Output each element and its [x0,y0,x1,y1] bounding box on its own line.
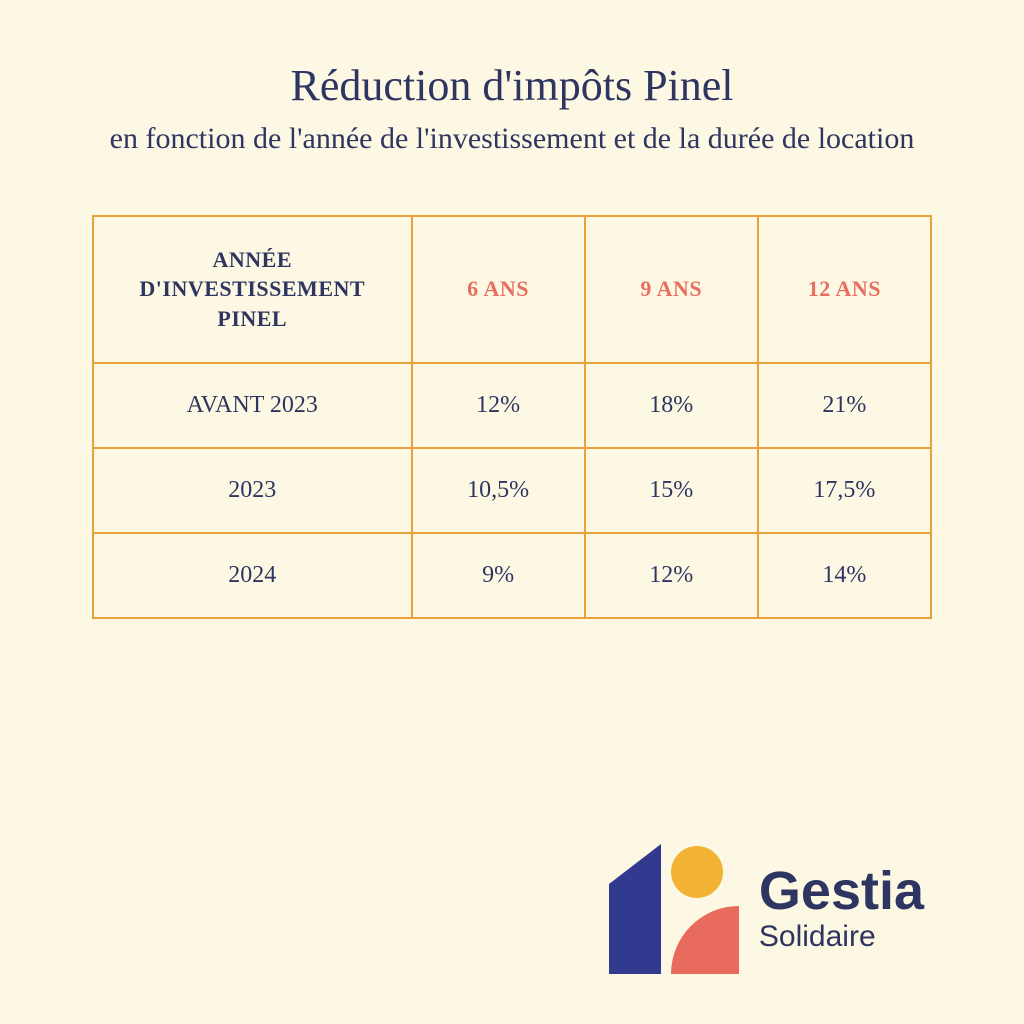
row-label: AVANT 2023 [93,363,412,448]
brand-logo: Gestia Solidaire [609,844,954,984]
table-row: AVANT 2023 12% 18% 21% [93,363,931,448]
header-duration-9: 9 ANS [585,216,758,363]
pinel-table: ANNÉE D'INVESTISSEMENT PINEL 6 ANS 9 ANS… [92,215,932,619]
row-label: 2023 [93,448,412,533]
header-duration-6: 6 ANS [412,216,585,363]
page-subtitle: en fonction de l'année de l'investisseme… [110,119,915,160]
table-row: 2023 10,5% 15% 17,5% [93,448,931,533]
cell-value: 15% [585,448,758,533]
brand-tagline: Solidaire [759,920,924,954]
cell-value: 18% [585,363,758,448]
brand-logo-text: Gestia Solidaire [759,864,924,954]
cell-value: 17,5% [758,448,931,533]
cell-value: 12% [412,363,585,448]
row-label: 2024 [93,533,412,618]
page-title: Réduction d'impôts Pinel [290,60,733,111]
pinel-table-container: ANNÉE D'INVESTISSEMENT PINEL 6 ANS 9 ANS… [92,215,932,619]
table-header-row: ANNÉE D'INVESTISSEMENT PINEL 6 ANS 9 ANS… [93,216,931,363]
header-duration-12: 12 ANS [758,216,931,363]
header-investment-year: ANNÉE D'INVESTISSEMENT PINEL [93,216,412,363]
brand-name: Gestia [759,864,924,918]
cell-value: 12% [585,533,758,618]
table-row: 2024 9% 12% 14% [93,533,931,618]
cell-value: 10,5% [412,448,585,533]
cell-value: 21% [758,363,931,448]
cell-value: 14% [758,533,931,618]
cell-value: 9% [412,533,585,618]
gestia-logo-icon [609,844,739,974]
